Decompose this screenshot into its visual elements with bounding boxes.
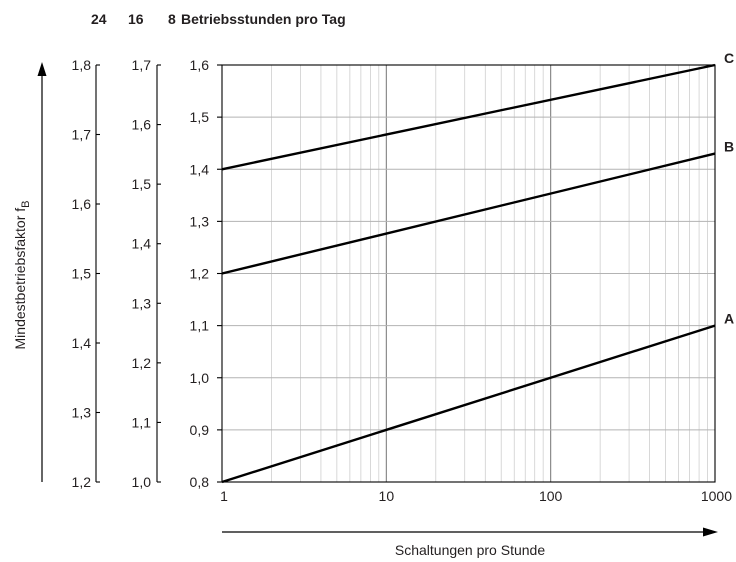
y-tick-label-24: 1,2 xyxy=(72,474,92,490)
x-tick-label: 1000 xyxy=(701,488,732,504)
y-tick-label-8: 1,0 xyxy=(190,370,210,386)
y-tick-label-8: 1,4 xyxy=(190,161,210,177)
y-tick-label-8: 0,9 xyxy=(190,422,210,438)
y-tick-label-16: 1,0 xyxy=(132,474,152,490)
y-tick-label-8: 1,3 xyxy=(190,213,210,229)
y-tick-label-24: 1,6 xyxy=(72,196,92,212)
y-tick-label-8: 0,8 xyxy=(190,474,210,490)
y-tick-label-8: 1,6 xyxy=(190,57,210,73)
x-tick-label: 100 xyxy=(539,488,563,504)
y-tick-label-8: 1,2 xyxy=(190,266,210,282)
y-tick-label-24: 1,8 xyxy=(72,57,92,73)
x-axis-label: Schaltungen pro Stunde xyxy=(395,542,545,558)
series-label-A: A xyxy=(724,311,734,327)
y-tick-label-24: 1,7 xyxy=(72,127,92,143)
y-tick-label-16: 1,3 xyxy=(132,295,152,311)
y-tick-label-8: 1,1 xyxy=(190,318,210,334)
x-tick-label: 1 xyxy=(220,488,228,504)
y-tick-label-16: 1,2 xyxy=(132,355,152,371)
grid xyxy=(221,64,716,483)
x-tick-label: 10 xyxy=(379,488,395,504)
series-label-C: C xyxy=(724,50,734,66)
x-arrow-head xyxy=(703,527,718,537)
series-line-C xyxy=(221,63,716,171)
header-col-24: 24 xyxy=(91,11,107,27)
y-tick-label-24: 1,3 xyxy=(72,405,92,421)
y-axis-label-sub: B xyxy=(20,201,32,208)
header-col-8: 8 xyxy=(168,11,176,27)
header-col-16: 16 xyxy=(128,11,144,27)
y-tick-label-16: 1,7 xyxy=(132,57,152,73)
y-tick-label-8: 1,5 xyxy=(190,109,210,125)
y-tick-label-24: 1,4 xyxy=(72,335,92,351)
y-tick-label-16: 1,6 xyxy=(132,117,152,133)
y-axis-label: Mindestbetriebsfaktor fB xyxy=(12,201,32,350)
series-label-B: B xyxy=(724,139,734,155)
labels: 24 16 8 Betriebsstunden pro Tag Schaltun… xyxy=(12,11,545,558)
series-line-A xyxy=(221,324,716,484)
axes: 1 10 100 1000 1,2 1,3 1,4 1,5 1,6 1,7 1,8 1,0 1,1 1,2… xyxy=(72,57,733,504)
y-tick-label-16: 1,1 xyxy=(132,414,152,430)
y-tick-label-16: 1,5 xyxy=(132,176,152,192)
y-arrow-head xyxy=(37,62,47,76)
series-lines: C B A xyxy=(221,50,734,484)
y-tick-label-16: 1,4 xyxy=(132,236,152,252)
series-line-B xyxy=(221,152,716,275)
arrows xyxy=(37,62,718,537)
y-tick-label-24: 1,5 xyxy=(72,266,92,282)
y-axis-label-main: Mindestbetriebsfaktor f xyxy=(12,208,28,350)
header-title: Betriebsstunden pro Tag xyxy=(181,11,346,27)
